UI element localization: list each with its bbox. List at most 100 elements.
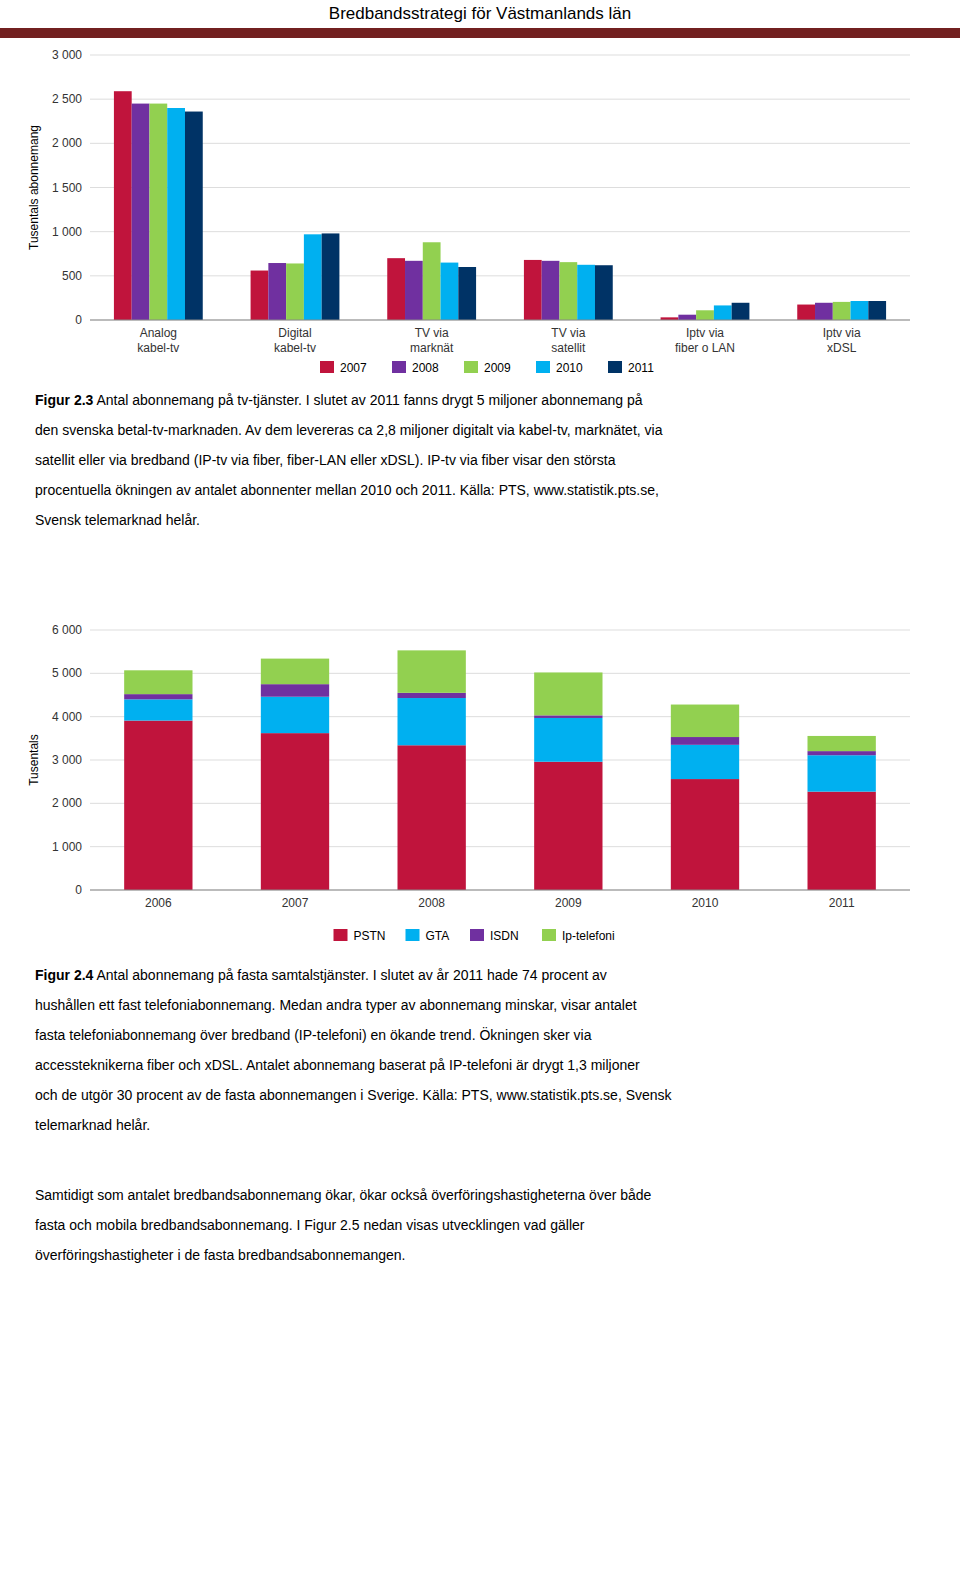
bars [124,650,876,890]
bar [696,310,714,320]
y-tick-label: 6 000 [52,623,82,637]
legend-label: ISDN [490,929,519,943]
x-tick-label-line: kabel-tv [274,341,316,355]
bar [808,755,876,791]
chart: 05001 0001 5002 0002 5003 000Tusentals a… [27,48,910,528]
legend-swatch [320,361,334,373]
bar [387,258,405,320]
bar [534,672,602,715]
legend-label: 2009 [484,361,511,375]
bar [398,693,466,698]
bar [124,721,192,890]
legend-swatch [536,361,550,373]
bar [714,305,732,320]
legend-label: 2011 [628,361,654,375]
bar [441,263,459,320]
caption-text: den svenska betal-tv-marknaden. Av dem l… [35,422,663,438]
bar [595,265,613,320]
bar [868,301,886,320]
bar [808,736,876,751]
grid-line [90,716,910,717]
grid [90,55,910,320]
y-tick-label: 2 000 [52,796,82,810]
x-tick-label-line: 2010 [692,896,719,910]
x-tick-label-line: kabel-tv [137,341,179,355]
caption-line: accessteknikerna fiber och xDSL. Antalet… [35,1057,640,1073]
bar [124,670,192,694]
bar [833,302,851,320]
caption-bold: Figur 2.3 [35,392,94,408]
legend-label: 2008 [412,361,439,375]
grid-line [90,630,910,631]
legend-swatch [464,361,478,373]
x-tick-label: TV viamarknät [410,326,454,355]
legend-label: GTA [426,929,450,943]
bar [671,745,739,779]
legend-swatch [542,929,556,941]
bars [114,91,886,320]
x-tick-label-line: Analog [140,326,177,340]
bar [261,697,329,733]
footer-line: Samtidigt som antalet bredbandsabonneman… [35,1187,652,1203]
caption-text: telemarknad helår. [35,1117,150,1133]
x-tick-label-line: Iptv via [823,326,861,340]
legend-swatch [470,929,484,941]
x-tick-label-line: 2009 [555,896,582,910]
bar [286,263,304,320]
bar [124,694,192,699]
bar [304,234,322,320]
caption-text: Antal abonnemang på fasta samtalstjänste… [93,967,606,983]
bar [398,650,466,692]
caption-line: den svenska betal-tv-marknaden. Av dem l… [35,422,663,438]
x-tick-label-line: 2011 [829,896,855,910]
legend-swatch [334,929,348,941]
grid-line [90,275,910,276]
y-tick-label: 2 500 [52,92,82,106]
x-tick-label: Digitalkabel-tv [274,326,316,355]
bar [808,792,876,890]
grid-line [90,99,910,100]
grid-line [90,890,910,891]
caption-line: Figur 2.3 Antal abonnemang på tv-tjänste… [35,392,643,408]
bar [534,762,602,890]
legend: 20072008200920102011 [320,361,654,375]
bar [524,260,542,320]
caption-text: och de utgör 30 procent av de fasta abon… [35,1087,673,1103]
footer-line: överföringshastigheter i de fasta bredba… [35,1247,405,1263]
x-tick-label: 2008 [418,896,445,910]
bar [559,262,577,320]
x-tick-label-line: TV via [551,326,585,340]
caption-text: Antal abonnemang på tv-tjänster. I slute… [93,392,642,408]
bar [423,242,441,320]
bar [167,108,185,320]
x-tick-label: 2006 [145,896,172,910]
x-tick-label-line: satellit [551,341,586,355]
x-tick-label: 2011 [829,896,855,910]
grid-line [90,55,910,56]
bar [261,684,329,697]
bar [671,705,739,738]
caption-text: procentuella ökningen av antalet abonnen… [35,482,659,498]
caption-line: hushållen ett fast telefoniabonnemang. M… [35,997,637,1013]
bar [577,265,595,320]
bar [458,267,476,320]
grid-line [90,846,910,847]
y-tick-label: 0 [75,313,82,327]
bar [185,112,203,320]
y-tick-label: 1 000 [52,840,82,854]
grid-line [90,143,910,144]
y-axis-label: Tusentals [27,734,41,786]
x-tick-label: 2007 [282,896,309,910]
page: Bredbandsstrategi för Västmanlands län05… [0,0,960,1588]
x-tick-label: Iptv viaxDSL [823,326,861,355]
y-tick-label: 4 000 [52,710,82,724]
y-tick-label: 2 000 [52,136,82,150]
bar [114,91,132,320]
x-tick-label-line: xDSL [827,341,857,355]
bar [534,718,602,762]
bar [732,303,750,320]
grid-line [90,187,910,188]
x-tick-label-line: marknät [410,341,454,355]
legend: PSTNGTAISDNIp-telefoni [334,929,615,943]
grid-line [90,673,910,674]
